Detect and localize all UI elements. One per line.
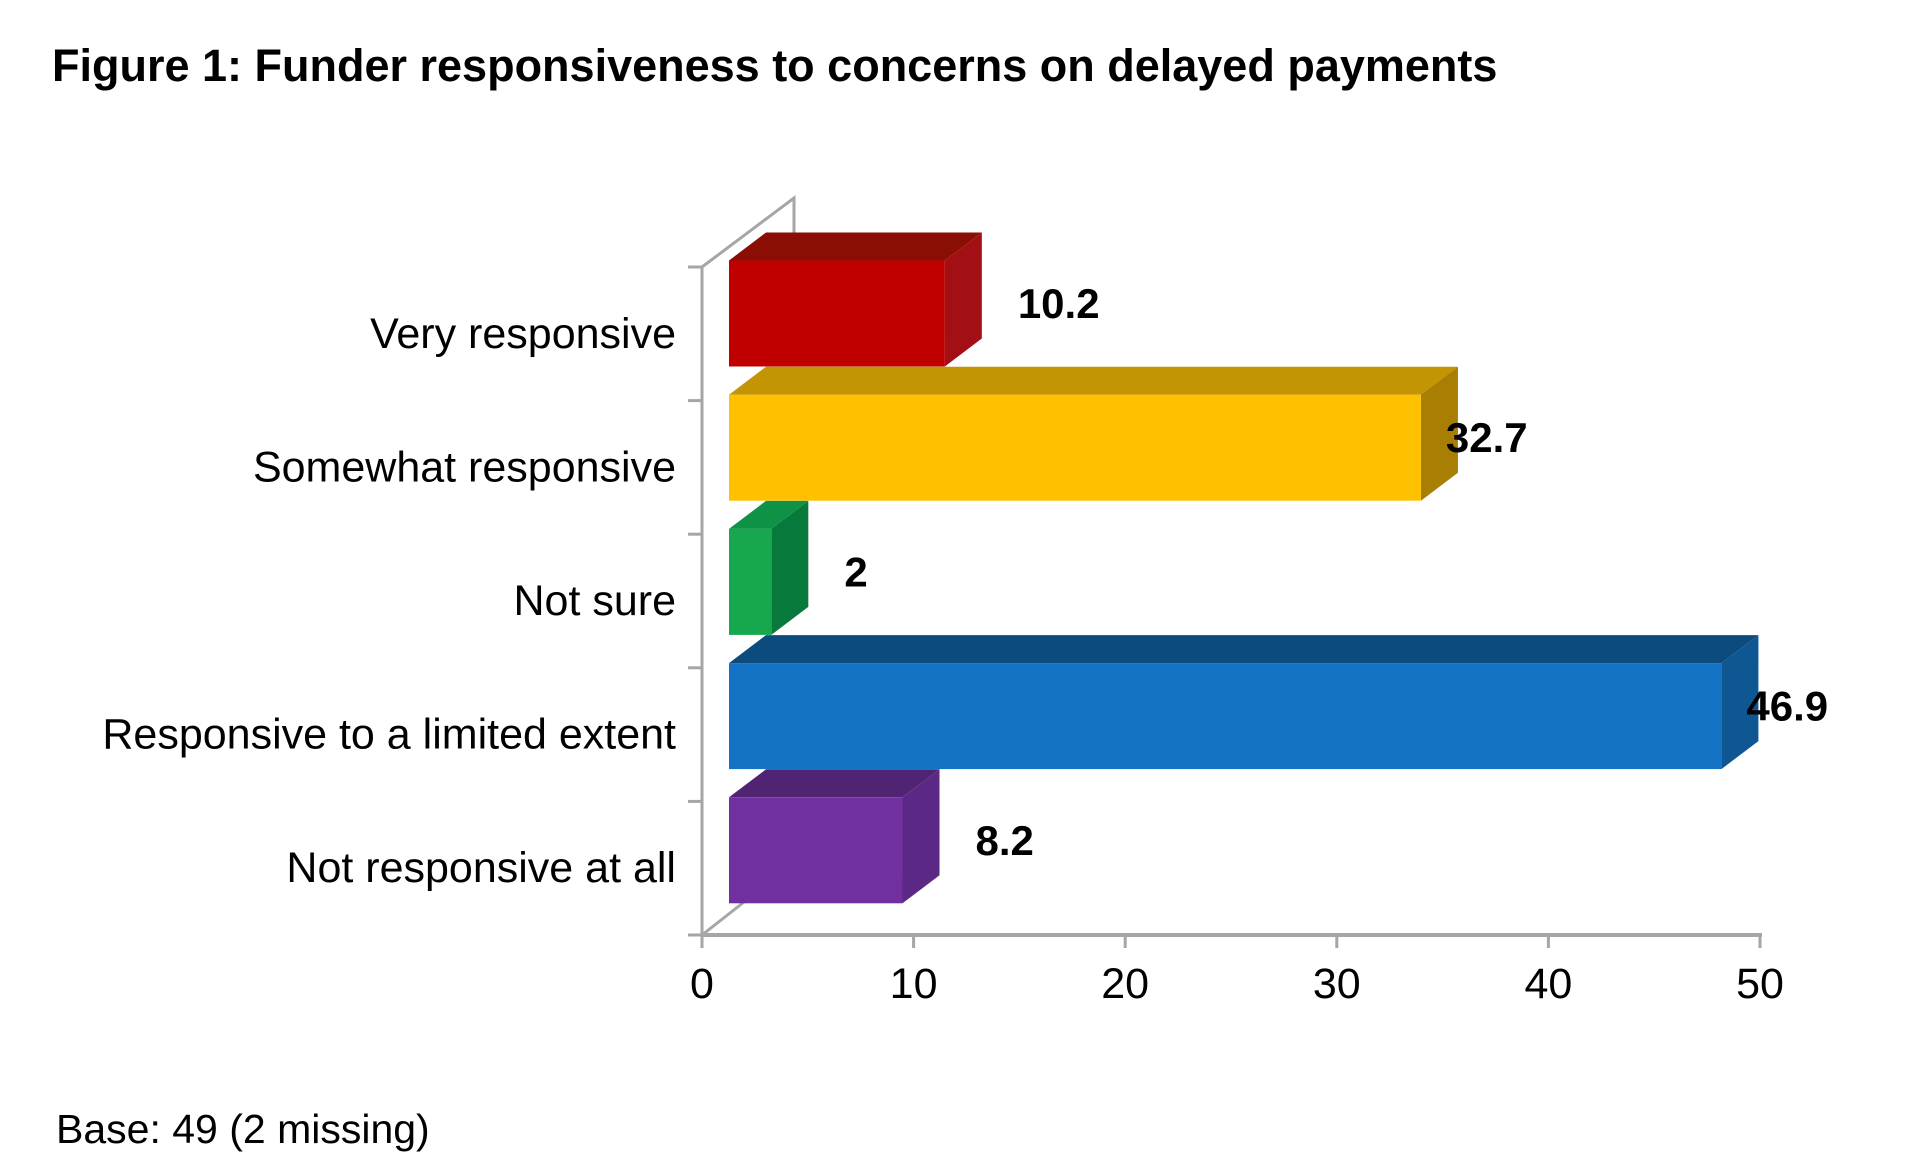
bar-front-face-not-sure xyxy=(729,528,772,635)
base-note: Base: 49 (2 missing) xyxy=(56,1106,430,1152)
category-label-not-responsive-at-all: Not responsive at all xyxy=(286,844,676,892)
bar-front-face-very-responsive xyxy=(729,260,945,367)
bar-side-face-not-sure xyxy=(771,500,809,635)
value-label-not-responsive-at-all: 8.2 xyxy=(976,817,1034,864)
x-tick-label-20: 20 xyxy=(1101,960,1149,1008)
back-wall-top-edge xyxy=(701,195,796,269)
bar-top-face-very-responsive xyxy=(729,232,982,261)
bar-top-face-responsive-to-a-limited-extent xyxy=(729,635,1759,664)
x-tick-label-50: 50 xyxy=(1736,960,1784,1008)
bar-side-face-not-responsive-at-all xyxy=(902,769,940,904)
bar-front-face-responsive-to-a-limited-extent xyxy=(729,663,1722,770)
value-label-very-responsive: 10.2 xyxy=(1018,280,1100,327)
bar-very-responsive xyxy=(729,232,982,367)
bar-front-face-somewhat-responsive xyxy=(729,394,1421,501)
bar-not-responsive-at-all xyxy=(729,769,940,904)
category-label-not-sure: Not sure xyxy=(513,577,676,625)
bar-side-face-very-responsive xyxy=(944,232,982,367)
figure-title: Figure 1: Funder responsiveness to conce… xyxy=(52,40,1498,91)
bar-side-face-somewhat-responsive xyxy=(1420,366,1458,501)
bar-side-face-responsive-to-a-limited-extent xyxy=(1721,635,1759,770)
x-tick-label-10: 10 xyxy=(890,960,938,1008)
bar-responsive-to-a-limited-extent xyxy=(729,635,1759,770)
bar-top-face-somewhat-responsive xyxy=(729,366,1458,395)
bar-front-face-not-responsive-at-all xyxy=(729,797,903,904)
category-label-somewhat-responsive: Somewhat responsive xyxy=(253,443,676,491)
category-label-very-responsive: Very responsive xyxy=(370,310,676,358)
bar-top-face-not-responsive-at-all xyxy=(729,769,940,798)
value-label-not-sure: 2 xyxy=(844,548,867,595)
x-tick-label-30: 30 xyxy=(1313,960,1361,1008)
value-label-responsive-to-a-limited-extent: 46.9 xyxy=(1746,683,1828,730)
value-label-somewhat-responsive: 32.7 xyxy=(1446,414,1528,461)
x-tick-label-0: 0 xyxy=(690,960,714,1008)
bar-not-sure xyxy=(729,500,809,635)
floor-left-edge xyxy=(701,900,745,937)
bar-somewhat-responsive xyxy=(729,366,1458,501)
x-tick-label-40: 40 xyxy=(1524,960,1572,1008)
category-label-responsive-to-a-limited-extent: Responsive to a limited extent xyxy=(102,711,676,759)
bar-top-face-not-sure xyxy=(729,500,809,529)
